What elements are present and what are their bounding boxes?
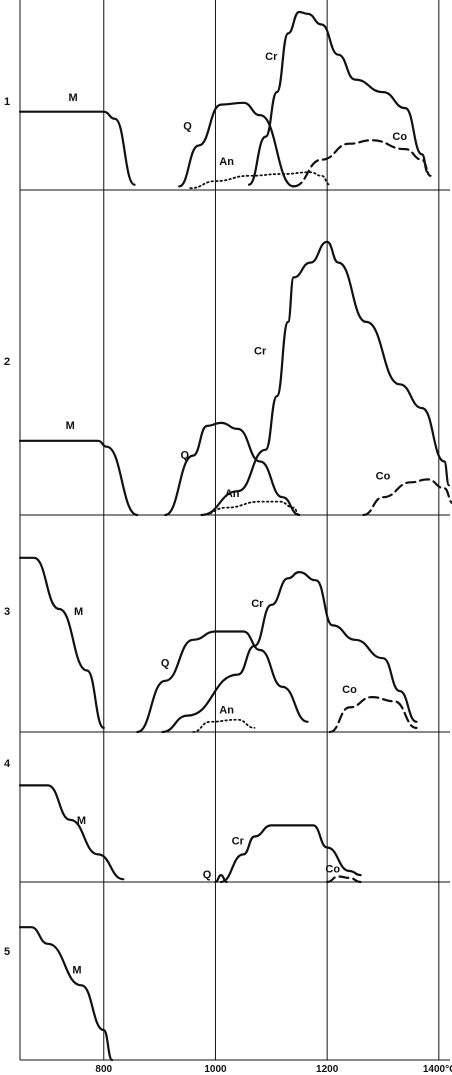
panel-4-label-co: Co	[325, 863, 340, 875]
panel-4-label-m: M	[77, 815, 86, 827]
panel-4-number: 4	[4, 758, 11, 770]
panel-3-label-co: Co	[342, 684, 357, 696]
panel-2-number: 2	[4, 356, 10, 368]
panel-1-curve-an	[189, 171, 331, 190]
panel-4-curve-cr	[219, 824, 362, 884]
panel-2-curve-co	[362, 478, 452, 517]
panel-1-label-m: M	[68, 92, 77, 104]
panel-2-curve-an	[200, 500, 301, 516]
panel-1-curve-cr	[247, 10, 429, 186]
tick-label-1000: 1000	[204, 1064, 227, 1075]
tick-label-800: 800	[95, 1064, 112, 1075]
panel-1-curve-co	[292, 139, 432, 188]
curve-layer	[18, 10, 452, 1062]
panel-3-curve-an	[192, 718, 256, 733]
panel-5-curve-m	[18, 926, 114, 1062]
tick-label-1400: 1400°C	[423, 1064, 452, 1075]
panel-2-label-an: An	[225, 488, 240, 500]
panel-3-label-an: An	[219, 705, 234, 717]
panel-2-label-m: M	[66, 420, 75, 432]
panel-5-number: 5	[4, 946, 10, 958]
panel-2-curve-cr	[200, 240, 450, 517]
panel-3-number: 3	[4, 606, 10, 618]
panel-3-curve-q	[136, 630, 309, 734]
panel-1-number: 1	[4, 96, 10, 108]
panel-4-label-cr: Cr	[232, 836, 245, 848]
panel-1-label-co: Co	[392, 131, 407, 143]
panel-4-curve-co	[326, 875, 362, 884]
panel-2-curve-q	[164, 421, 301, 517]
tick-layer: 800 1000 1200 1400°C	[95, 1064, 452, 1075]
panel-2-label-cr: Cr	[254, 346, 267, 358]
panel-1-curve-m	[18, 110, 136, 186]
grid-layer	[19, 0, 450, 1061]
panel-2-curve-m	[18, 439, 139, 517]
panel-4-curve-m	[18, 784, 125, 881]
panel-3-curve-m	[18, 556, 105, 729]
panel-1-curve-q	[178, 101, 295, 188]
panel-2-label-q: Q	[180, 450, 189, 462]
panel-5-label-m: M	[72, 965, 81, 977]
panel-2-label-co: Co	[376, 470, 391, 482]
panel-1-label-an: An	[219, 156, 234, 168]
label-layer: 1 M Q An Cr Co 2 M Q An Cr Co 3 M Q An Cr Co 4 M Q Cr Co 5 M	[4, 51, 407, 977]
panel-3-label-m: M	[74, 606, 83, 618]
tick-label-1200: 1200	[316, 1064, 339, 1075]
panel-4-label-q: Q	[203, 869, 212, 881]
panel-1-label-cr: Cr	[265, 51, 278, 63]
panel-3-curve-co	[328, 696, 418, 734]
panel-1-label-q: Q	[183, 120, 192, 132]
panel-3-label-cr: Cr	[251, 598, 264, 610]
panel-3-label-q: Q	[161, 657, 170, 669]
panel-3-curve-cr	[161, 571, 418, 734]
